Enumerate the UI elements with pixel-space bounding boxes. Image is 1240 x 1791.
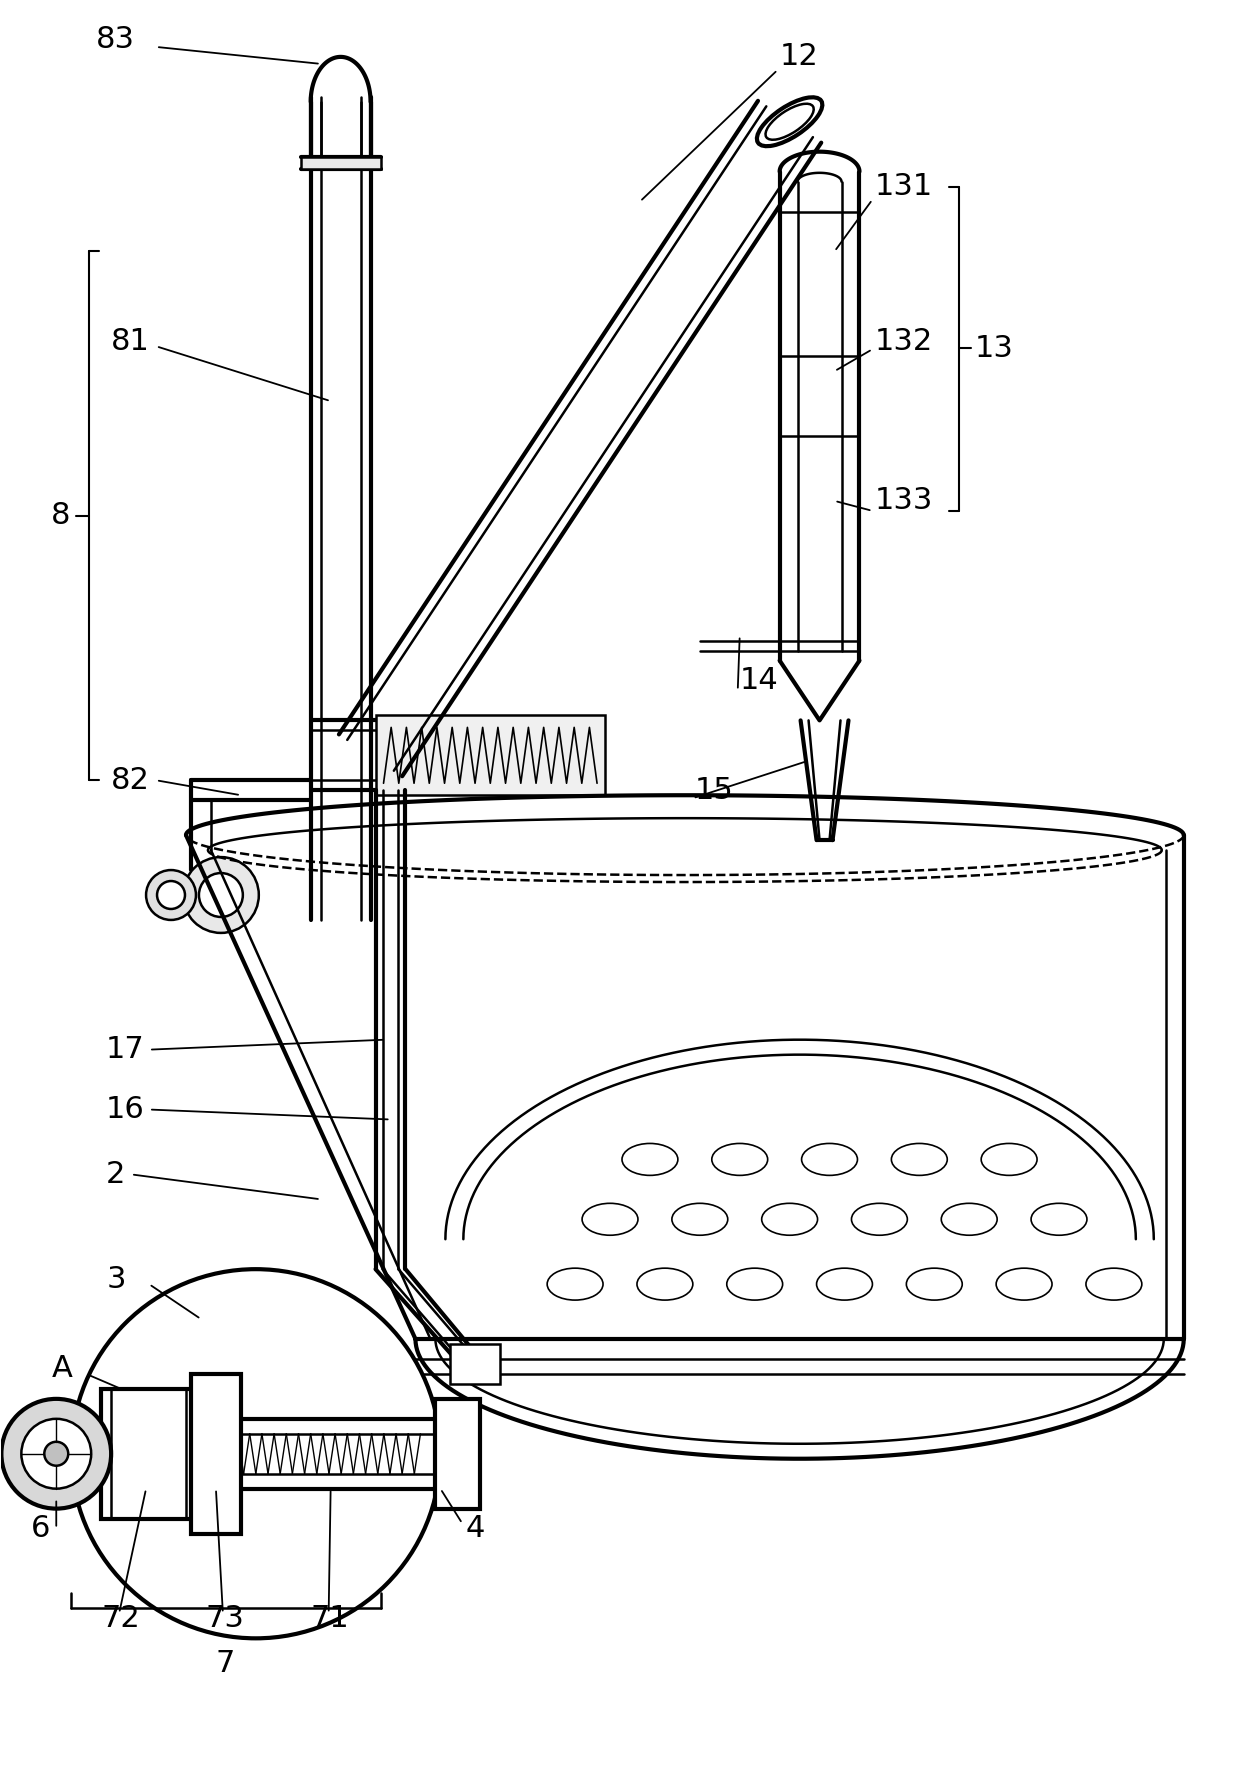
Text: 14: 14 [740, 666, 779, 695]
Text: 132: 132 [874, 326, 932, 356]
Text: 16: 16 [107, 1094, 145, 1125]
Text: 81: 81 [112, 326, 150, 356]
Text: A: A [51, 1354, 72, 1383]
Circle shape [146, 870, 196, 921]
Ellipse shape [712, 1143, 768, 1175]
Ellipse shape [637, 1268, 693, 1300]
Text: 4: 4 [465, 1513, 485, 1544]
Text: 82: 82 [112, 767, 150, 795]
Text: 2: 2 [107, 1161, 125, 1189]
Bar [102, 1388, 196, 1519]
Ellipse shape [941, 1204, 997, 1236]
Text: 3: 3 [107, 1264, 125, 1293]
Circle shape [71, 1270, 440, 1639]
Bar [376, 715, 605, 795]
Ellipse shape [1032, 1204, 1087, 1236]
Ellipse shape [1086, 1268, 1142, 1300]
Circle shape [157, 881, 185, 910]
Text: 12: 12 [780, 43, 818, 72]
Circle shape [45, 1442, 68, 1465]
Circle shape [21, 1418, 92, 1488]
Bar [435, 1399, 480, 1508]
Ellipse shape [622, 1143, 678, 1175]
Bar [301, 156, 381, 168]
Ellipse shape [817, 1268, 873, 1300]
Ellipse shape [547, 1268, 603, 1300]
Bar [191, 1374, 241, 1533]
Text: 15: 15 [694, 776, 734, 804]
Ellipse shape [906, 1268, 962, 1300]
Ellipse shape [727, 1268, 782, 1300]
Ellipse shape [672, 1204, 728, 1236]
Text: 72: 72 [102, 1605, 140, 1633]
Text: 131: 131 [874, 172, 932, 201]
Text: 73: 73 [206, 1605, 244, 1633]
Bar [450, 1343, 500, 1384]
Circle shape [198, 872, 243, 917]
Text: 17: 17 [107, 1035, 145, 1064]
Circle shape [184, 858, 259, 933]
Ellipse shape [765, 104, 813, 140]
Text: 8: 8 [51, 501, 71, 530]
Ellipse shape [996, 1268, 1052, 1300]
Circle shape [1, 1399, 112, 1508]
Ellipse shape [892, 1143, 947, 1175]
Ellipse shape [981, 1143, 1037, 1175]
Ellipse shape [761, 1204, 817, 1236]
Text: 83: 83 [97, 25, 135, 54]
Text: 6: 6 [31, 1513, 51, 1544]
Ellipse shape [801, 1143, 858, 1175]
Text: 7: 7 [216, 1650, 236, 1678]
Ellipse shape [756, 97, 822, 147]
Text: 13: 13 [975, 333, 1013, 364]
Text: 71: 71 [311, 1605, 350, 1633]
Ellipse shape [582, 1204, 637, 1236]
Ellipse shape [852, 1204, 908, 1236]
Text: 133: 133 [874, 487, 932, 516]
